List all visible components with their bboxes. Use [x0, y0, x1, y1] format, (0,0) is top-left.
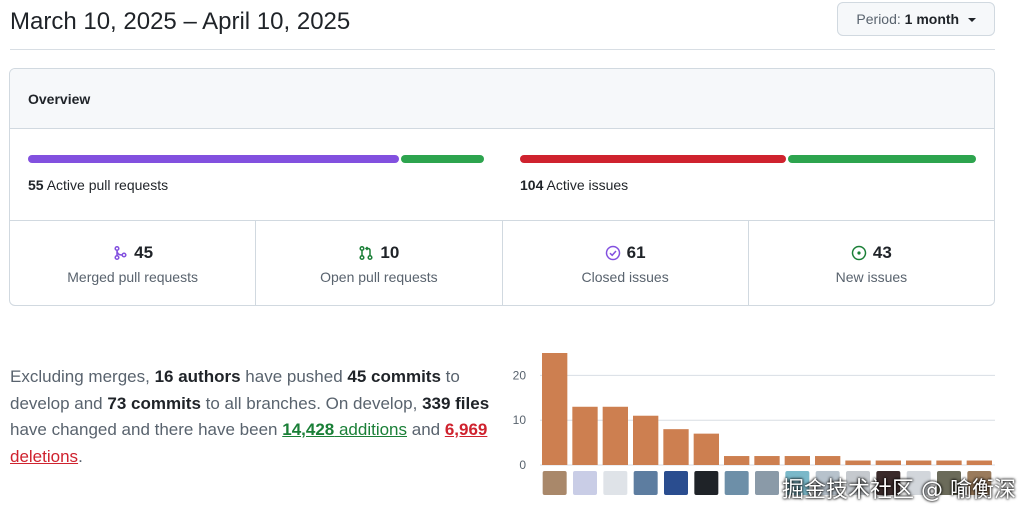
- commits-count: 45 commits: [347, 367, 441, 386]
- summary-text: to all branches. On develop,: [200, 393, 423, 413]
- summary-text: have pushed: [240, 367, 348, 386]
- contributor-avatar[interactable]: [846, 471, 870, 495]
- contributor-avatar[interactable]: [967, 471, 992, 495]
- overview-bars: 55 Active pull requests 104 Active issue…: [10, 129, 994, 221]
- contributor-bar[interactable]: [936, 460, 962, 465]
- additions-word: additions: [334, 420, 408, 439]
- closed-issue-segment: [520, 155, 786, 163]
- issue-ratio-bar: [520, 155, 976, 163]
- pull-request-ratio-bar: [28, 155, 484, 163]
- stat-merged-prs[interactable]: 45 Merged pull requests: [10, 221, 257, 305]
- active-issues-label: Active issues: [546, 177, 629, 193]
- authors-count: 16 authors: [154, 367, 241, 386]
- page-header: March 10, 2025 – April 10, 2025 Period: …: [10, 0, 995, 50]
- contributor-bar[interactable]: [906, 460, 932, 465]
- stat-new-issues[interactable]: 43 New issues: [749, 221, 994, 305]
- open-pr-label: Open pull requests: [320, 269, 438, 285]
- contributor-avatar[interactable]: [542, 471, 567, 495]
- active-pr-caption[interactable]: 55 Active pull requests: [28, 177, 168, 193]
- period-select-button[interactable]: Period: 1 month: [837, 2, 995, 36]
- files-count: 339 files: [422, 393, 490, 413]
- contributor-avatar[interactable]: [633, 471, 658, 495]
- closed-issues-label: Closed issues: [581, 269, 669, 285]
- contributor-bar[interactable]: [754, 456, 780, 465]
- summary-text: Excluding merges,: [10, 367, 155, 386]
- y-tick-label: 0: [519, 458, 526, 472]
- contributor-avatar[interactable]: [573, 471, 597, 495]
- contributor-avatar[interactable]: [664, 471, 688, 495]
- contributor-avatar[interactable]: [937, 471, 961, 495]
- active-issues-count: 104: [520, 177, 544, 193]
- deletions-link[interactable]: 6,969 deletions: [10, 420, 487, 466]
- contributor-avatar[interactable]: [876, 471, 901, 495]
- contributor-bar[interactable]: [693, 433, 719, 465]
- summary-text: to develop and: [10, 367, 460, 413]
- y-tick-label: 10: [513, 413, 527, 427]
- contributor-avatar[interactable]: [785, 471, 810, 495]
- contributor-avatar[interactable]: [755, 471, 779, 495]
- all-commits-count: 73 commits: [107, 393, 201, 413]
- contributor-avatar[interactable]: [815, 471, 840, 495]
- merged-pr-segment: [28, 155, 399, 163]
- new-issue-icon: [851, 245, 867, 261]
- contributor-avatar[interactable]: [694, 471, 719, 495]
- merged-pr-label: Merged pull requests: [67, 269, 198, 285]
- overview-panel: Overview 55 Active pull requests 104 Act…: [9, 68, 995, 306]
- summary-text: have changed and there have been: [10, 420, 283, 439]
- contributors-bar-chart: 0 10 20: [513, 353, 995, 495]
- commit-summary: Excluding merges, 16 authors have pushed…: [10, 364, 505, 470]
- contributor-bar[interactable]: [633, 415, 659, 465]
- contributor-avatar[interactable]: [906, 471, 931, 495]
- contributor-avatar[interactable]: [724, 471, 749, 495]
- new-issue-segment: [788, 155, 976, 163]
- active-pr-count: 55: [28, 177, 44, 193]
- open-pr-segment: [401, 155, 484, 163]
- contributor-avatar[interactable]: [603, 471, 628, 495]
- additions-link[interactable]: 14,428 additions: [282, 420, 407, 439]
- stat-closed-issues[interactable]: 61 Closed issues: [503, 221, 749, 305]
- period-value: 1 month: [904, 11, 960, 27]
- caret-down-icon: [968, 18, 976, 23]
- stat-open-prs[interactable]: 10 Open pull requests: [256, 221, 503, 305]
- deletions-word: deletions: [10, 446, 79, 466]
- contributor-bar[interactable]: [845, 460, 871, 465]
- new-issues-label: New issues: [835, 269, 908, 285]
- summary-text: and: [407, 420, 445, 439]
- additions-count: 14,428: [282, 420, 335, 439]
- period-label: Period:: [856, 11, 901, 27]
- closed-issues-value: 61: [626, 243, 646, 262]
- merged-pr-value: 45: [134, 243, 154, 262]
- contributor-bar[interactable]: [784, 456, 810, 465]
- y-tick-label: 20: [513, 368, 527, 382]
- overview-title: Overview: [10, 69, 994, 129]
- open-pr-value: 10: [380, 243, 400, 262]
- contributor-bar[interactable]: [875, 460, 901, 465]
- new-issues-value: 43: [872, 243, 892, 262]
- contributor-bar[interactable]: [966, 460, 992, 465]
- open-pr-icon: [358, 245, 374, 261]
- contributor-bar[interactable]: [602, 406, 628, 465]
- closed-issue-icon: [605, 245, 621, 261]
- contributor-bar[interactable]: [815, 456, 841, 465]
- date-range-title: March 10, 2025 – April 10, 2025: [10, 8, 351, 35]
- contributor-bar[interactable]: [663, 429, 689, 465]
- contributor-bar[interactable]: [542, 353, 568, 465]
- active-pr-label: Active pull requests: [46, 177, 169, 193]
- merged-pr-icon: [112, 245, 128, 261]
- deletions-count: 6,969: [444, 420, 488, 439]
- contributor-bar[interactable]: [724, 456, 750, 465]
- active-issues-caption[interactable]: 104 Active issues: [520, 177, 628, 193]
- watermark: 掘金技术社区 @ 喻衡深: [782, 478, 1016, 503]
- summary-text: .: [78, 446, 83, 466]
- contributor-bar[interactable]: [572, 406, 598, 465]
- overview-stats: 45 Merged pull requests 10 Open pull req…: [10, 221, 994, 305]
